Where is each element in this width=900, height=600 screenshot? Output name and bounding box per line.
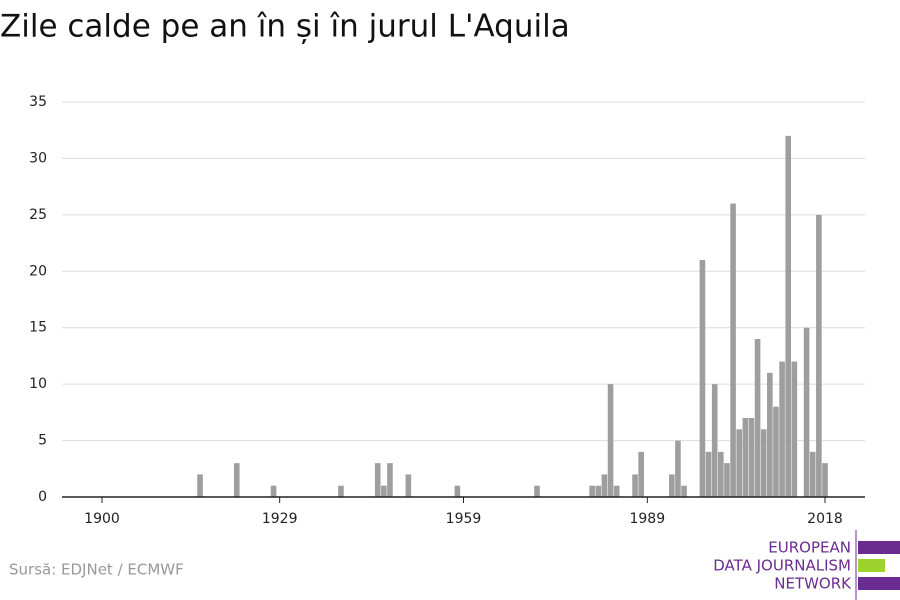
- bar: [730, 203, 736, 498]
- logo-bar: [858, 577, 900, 590]
- bar: [638, 451, 644, 497]
- x-tick-label: 2018: [807, 511, 843, 527]
- y-tick-label: 30: [29, 150, 47, 166]
- x-tick-label: 1989: [629, 511, 665, 527]
- logo-text: NETWORK: [774, 575, 852, 593]
- x-tick-label: 1959: [446, 511, 482, 527]
- bar: [374, 463, 381, 497]
- bar: [681, 485, 687, 497]
- bar: [405, 474, 412, 497]
- y-tick-label: 25: [29, 207, 47, 223]
- logo-text: DATA JOURNALISM: [713, 557, 851, 575]
- bar: [705, 451, 712, 497]
- bar: [669, 474, 675, 497]
- bar: [779, 361, 785, 497]
- bar: [595, 485, 602, 497]
- bar: [809, 451, 816, 497]
- bar: [699, 260, 706, 497]
- bar: [767, 372, 773, 497]
- bar: [718, 451, 724, 497]
- x-tick-label: 1929: [262, 511, 298, 527]
- bar: [613, 485, 620, 497]
- y-tick-label: 20: [29, 263, 47, 279]
- logo-bar: [858, 541, 900, 554]
- logo-bar: [858, 559, 885, 572]
- bar: [816, 214, 822, 497]
- bar: [589, 485, 595, 497]
- bar: [748, 418, 755, 497]
- bar: [675, 440, 681, 497]
- bar: [454, 485, 461, 497]
- logo: EUROPEAN DATA JOURNALISM NETWORK: [713, 530, 900, 600]
- y-tick-label: 0: [38, 489, 47, 505]
- y-tick-label: 5: [38, 433, 47, 449]
- bar: [803, 327, 810, 497]
- bar: [760, 429, 767, 497]
- bar: [773, 406, 779, 497]
- y-tick-label: 35: [29, 94, 47, 110]
- x-tick-label: 1900: [84, 511, 120, 527]
- bar: [632, 474, 638, 497]
- bar: [736, 429, 743, 497]
- bar: [791, 361, 798, 497]
- logo-text: EUROPEAN: [768, 539, 851, 557]
- bar: [233, 463, 240, 497]
- y-tick-label: 10: [29, 376, 47, 392]
- chart-title: Zile calde pe an în și în jurul L'Aquila: [0, 9, 570, 45]
- y-tick-label: 15: [29, 320, 47, 336]
- bar: [754, 339, 761, 497]
- bar: [742, 418, 749, 497]
- bar: [607, 384, 614, 497]
- bar: [711, 384, 718, 497]
- bar: [270, 485, 277, 497]
- bar: [534, 485, 540, 497]
- bar: [197, 474, 203, 497]
- bar: [381, 485, 387, 497]
- bar: [601, 474, 608, 497]
- bar: [338, 485, 344, 497]
- bar: [724, 463, 730, 497]
- bar: [785, 135, 792, 497]
- bar: [387, 463, 393, 497]
- source: Sursă: EDJNet / ECMWF: [9, 561, 184, 579]
- bar: [822, 463, 828, 497]
